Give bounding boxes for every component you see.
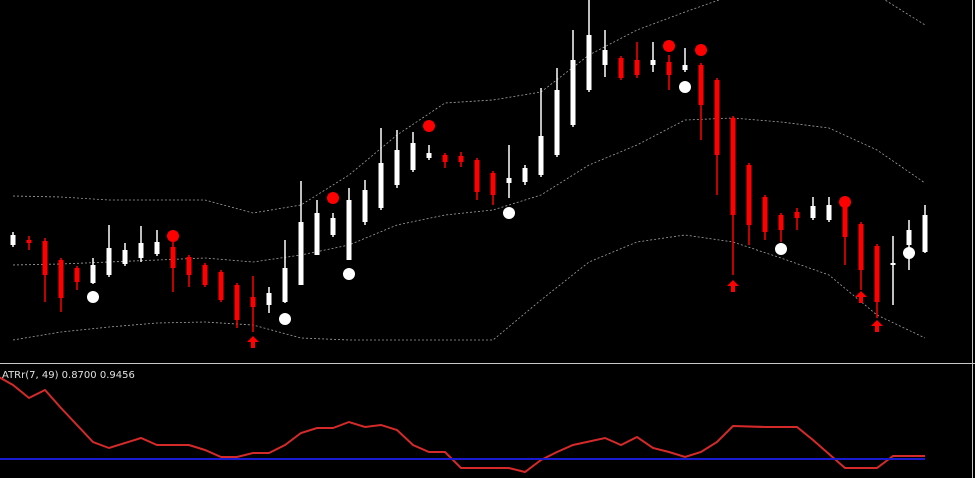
signal-dot [679, 81, 691, 93]
candle-body [202, 265, 208, 285]
candle-body [826, 205, 832, 220]
signal-arrow [871, 320, 883, 332]
candle-body [698, 65, 704, 105]
candle-body [634, 60, 640, 75]
candle-body [378, 163, 384, 208]
candle-body [890, 263, 896, 265]
candle-body [858, 224, 864, 270]
signal-dot [775, 243, 787, 255]
signal-dot [167, 230, 179, 242]
signal-dot [503, 207, 515, 219]
signal-dot [839, 196, 851, 208]
candle-body [762, 197, 768, 232]
signal-dot [695, 44, 707, 56]
candle-body [602, 50, 608, 65]
band-line [12, 0, 926, 214]
indicator-title: ATRr(7, 49) 0.8700 0.9456 [2, 370, 135, 381]
candle-body [586, 35, 592, 90]
candle-body [490, 173, 496, 195]
candle-body [570, 60, 576, 125]
signal-dot [343, 268, 355, 280]
candle-body [346, 200, 352, 260]
candle-body [554, 90, 560, 155]
candle-body [778, 215, 784, 230]
candle-body [170, 247, 176, 268]
signal-arrow [855, 291, 867, 303]
candle-body [106, 248, 112, 275]
candle-body [186, 257, 192, 275]
candle-body [250, 297, 256, 307]
candle-body [458, 156, 464, 162]
candle-body [10, 235, 16, 245]
candle-body [474, 160, 480, 192]
candle-body [922, 215, 928, 252]
candle-body [522, 168, 528, 182]
candle-body [426, 153, 432, 158]
candle-body [26, 240, 32, 243]
candle-body [906, 230, 912, 245]
candle-body [154, 242, 160, 254]
signal-dot [279, 313, 291, 325]
signal-dot [423, 120, 435, 132]
candle-body [234, 285, 240, 320]
candle-body [730, 118, 736, 215]
candle-body [442, 155, 448, 162]
signal-dot [87, 291, 99, 303]
candle-body [650, 60, 656, 65]
band-line [12, 117, 926, 266]
signal-dot [903, 247, 915, 259]
candle-body [298, 222, 304, 285]
indicator-panel [0, 376, 925, 474]
candle-body [874, 246, 880, 302]
candle-body [330, 218, 336, 235]
candle-body [714, 80, 720, 155]
candle-body [282, 268, 288, 302]
candle-body [682, 65, 688, 70]
signal-arrow [727, 280, 739, 292]
candle-body [810, 206, 816, 218]
candle-body [666, 62, 672, 75]
band-line [12, 234, 926, 341]
signal-dot [663, 40, 675, 52]
candle-body [506, 178, 512, 183]
signal-dot [327, 192, 339, 204]
candle-body [122, 250, 128, 264]
candle-body [266, 293, 272, 305]
candle-body [746, 165, 752, 225]
candle-body [90, 265, 96, 283]
signal-arrow [247, 336, 259, 348]
candle-body [218, 272, 224, 300]
candle-body [362, 190, 368, 222]
candle-body [138, 243, 144, 258]
candle-body [74, 268, 80, 282]
candle-body [394, 150, 400, 185]
candle-body [410, 143, 416, 170]
indicator-line [0, 376, 925, 474]
candle-body [538, 136, 544, 175]
candle-body [618, 58, 624, 78]
candle-body [42, 241, 48, 275]
candle-body [842, 207, 848, 237]
candle-body [58, 260, 64, 298]
price-panel [10, 0, 928, 348]
candle-body [314, 213, 320, 255]
candle-body [794, 212, 800, 218]
